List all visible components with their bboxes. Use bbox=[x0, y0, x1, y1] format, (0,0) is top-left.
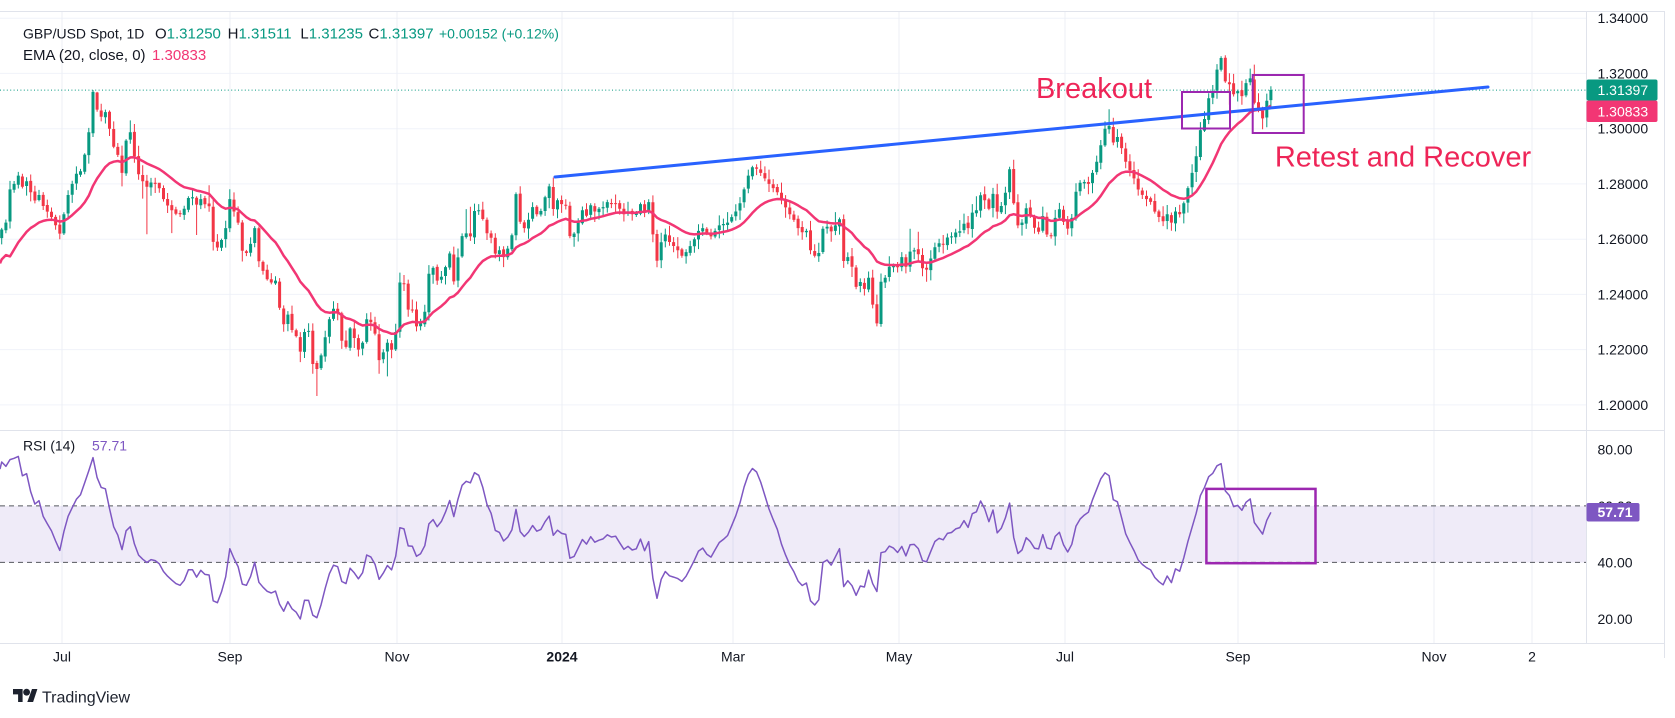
svg-text:Nov: Nov bbox=[385, 649, 410, 665]
svg-text:2024: 2024 bbox=[546, 649, 577, 665]
svg-text:1.30833: 1.30833 bbox=[1598, 104, 1649, 120]
svg-text:TradingView: TradingView bbox=[42, 690, 130, 707]
svg-text:1.32000: 1.32000 bbox=[1598, 65, 1649, 81]
svg-text:1.20000: 1.20000 bbox=[1598, 397, 1649, 413]
svg-text:Breakout: Breakout bbox=[1036, 73, 1152, 105]
svg-text:80.00: 80.00 bbox=[1598, 441, 1633, 457]
svg-text:RSI (14): RSI (14) bbox=[23, 438, 75, 454]
svg-text:1.28000: 1.28000 bbox=[1598, 176, 1649, 192]
svg-text:1.34000: 1.34000 bbox=[1598, 10, 1649, 26]
svg-text:Mar: Mar bbox=[721, 649, 745, 665]
svg-text:H1.31511: H1.31511 bbox=[228, 26, 292, 43]
svg-text:Retest and Recover: Retest and Recover bbox=[1275, 142, 1532, 174]
svg-text:L1.31235: L1.31235 bbox=[300, 26, 363, 43]
svg-text:40.00: 40.00 bbox=[1598, 554, 1633, 570]
svg-text:Nov: Nov bbox=[1422, 649, 1447, 665]
svg-text:1.26000: 1.26000 bbox=[1598, 231, 1649, 247]
svg-text:57.71: 57.71 bbox=[92, 438, 127, 454]
svg-text:20.00: 20.00 bbox=[1598, 611, 1633, 627]
svg-text:Sep: Sep bbox=[1226, 649, 1251, 665]
svg-text:C1.31397: C1.31397 bbox=[369, 26, 434, 43]
svg-text:2: 2 bbox=[1528, 649, 1536, 665]
svg-text:57.71: 57.71 bbox=[1598, 504, 1633, 520]
svg-text:+0.00152 (+0.12%): +0.00152 (+0.12%) bbox=[439, 26, 559, 42]
svg-text:1.22000: 1.22000 bbox=[1598, 342, 1649, 358]
svg-text:O1.31250: O1.31250 bbox=[155, 26, 221, 43]
svg-text:Jul: Jul bbox=[1056, 649, 1074, 665]
svg-text:EMA (20, close, 0): EMA (20, close, 0) bbox=[23, 47, 146, 64]
svg-text:Sep: Sep bbox=[218, 649, 243, 665]
svg-text:1.30000: 1.30000 bbox=[1598, 121, 1649, 137]
svg-text:GBP/USD Spot, 1D: GBP/USD Spot, 1D bbox=[23, 26, 144, 42]
svg-text:May: May bbox=[886, 649, 912, 665]
svg-text:1.31397: 1.31397 bbox=[1598, 82, 1649, 98]
svg-text:1.30833: 1.30833 bbox=[152, 47, 206, 64]
svg-text:1.24000: 1.24000 bbox=[1598, 286, 1649, 302]
svg-text:Jul: Jul bbox=[53, 649, 71, 665]
